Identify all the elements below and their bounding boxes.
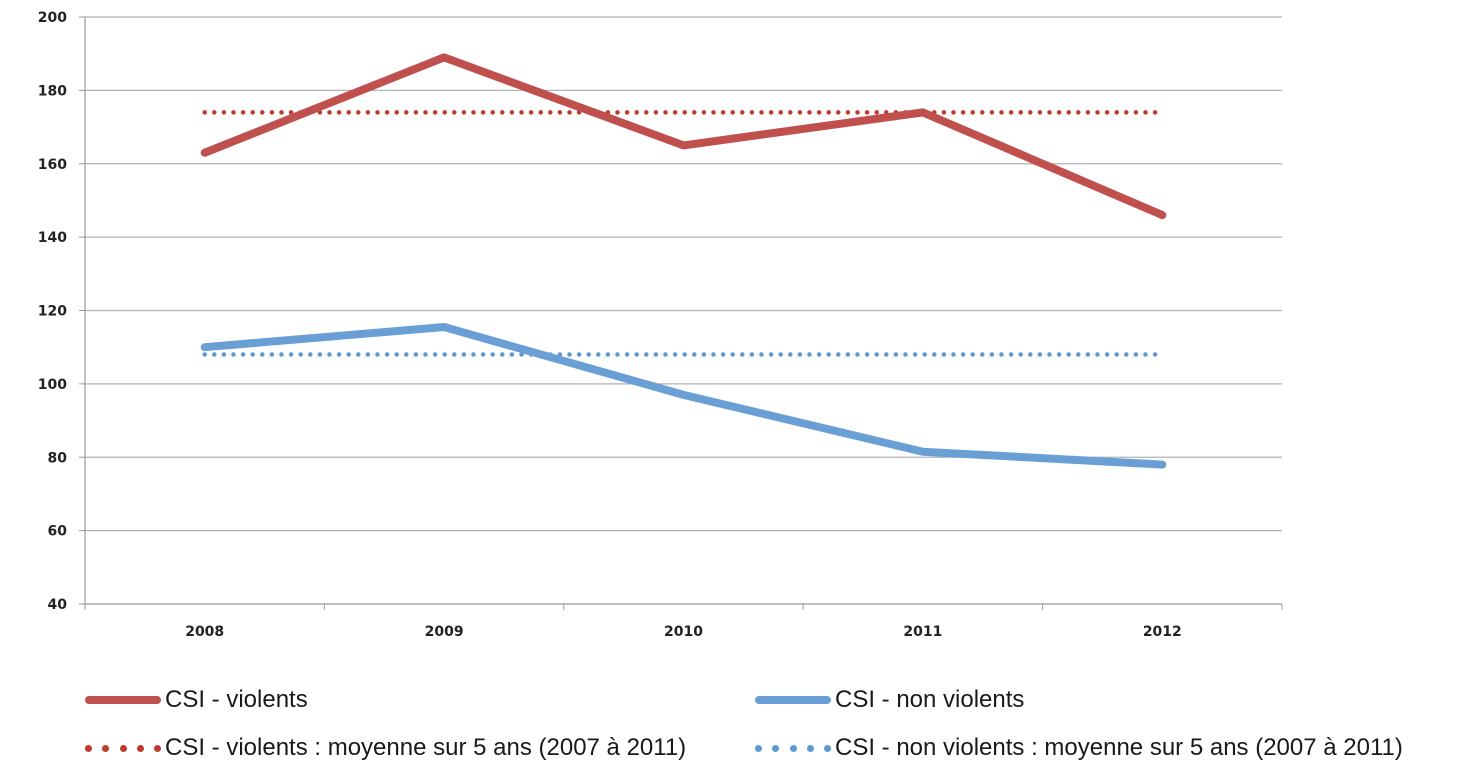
series-line-0 <box>200 53 1167 220</box>
x-tick-label: 2011 <box>903 624 942 640</box>
x-tick-label: 2009 <box>425 624 464 640</box>
y-tick-label: 200 <box>38 10 67 26</box>
legend-label-non-violents-average: CSI - non violents : moyenne sur 5 ans (… <box>835 734 1403 761</box>
y-tick-label: 140 <box>38 230 67 246</box>
legend-item-violents: CSI - violents <box>85 682 308 718</box>
y-tick-label: 60 <box>48 524 68 540</box>
y-tick-label: 80 <box>48 450 68 466</box>
legend-label-violents: CSI - violents <box>165 686 308 713</box>
legend-swatch-violents-average <box>85 741 161 755</box>
legend-swatch-non-violents <box>755 693 831 707</box>
legend: CSI - violents CSI - non violents CSI - … <box>85 680 1479 768</box>
legend-swatch-violents <box>85 693 161 707</box>
x-tick-label: 2012 <box>1143 624 1182 640</box>
y-tick-label: 120 <box>38 304 67 320</box>
y-tick-label: 180 <box>38 83 67 99</box>
legend-label-non-violents: CSI - non violents <box>835 686 1025 713</box>
legend-item-non-violents-average: CSI - non violents : moyenne sur 5 ans (… <box>755 730 1403 766</box>
legend-item-violents-average: CSI - violents : moyenne sur 5 ans (2007… <box>85 730 686 766</box>
y-tick-label: 40 <box>48 597 68 613</box>
x-tick-label: 2008 <box>185 624 224 640</box>
x-tick-label: 2010 <box>664 624 703 640</box>
axes: 40 60 80 100 120 140 160 180 200 2008 2009 2010 2011… <box>38 10 1283 640</box>
legend-item-non-violents: CSI - non violents <box>755 682 1024 718</box>
y-tick-label: 100 <box>38 377 67 393</box>
grid-lines <box>85 16 1282 532</box>
series-layer <box>200 53 1167 469</box>
series-line-1 <box>200 323 1167 469</box>
line-chart: 40 60 80 100 120 140 160 180 200 2008 2009 2010 2011… <box>38 10 1283 640</box>
legend-swatch-non-violents-average <box>755 741 831 755</box>
legend-label-violents-average: CSI - violents : moyenne sur 5 ans (2007… <box>165 734 687 761</box>
y-tick-label: 160 <box>38 157 67 173</box>
